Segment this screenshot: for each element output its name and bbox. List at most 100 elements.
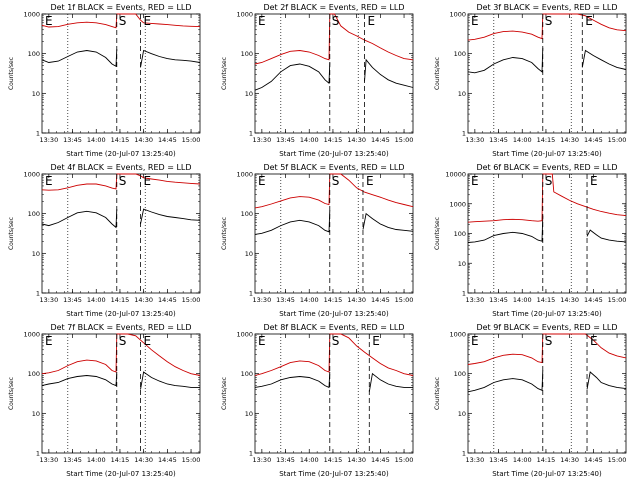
event-marker-label: S [119,334,127,348]
x-tick-label: 14:15 [324,456,343,464]
detector-panel: Det 3f BLACK = Events, RED = LLD Counts/s… [426,0,639,160]
events-series-line [41,49,201,68]
y-tick-label: 1000 [449,200,466,208]
x-tick-label: 14:45 [584,456,603,464]
y-tick-label: 10 [245,250,253,258]
y-tick-label: 10 [458,410,466,418]
x-tick-label: 14:15 [111,136,130,144]
chart-title: Det 6f BLACK = Events, RED = LLD [476,163,617,172]
x-tick-label: 14:30 [134,296,153,304]
x-tick-label: 14:30 [560,296,579,304]
y-tick-label: 100 [28,210,40,218]
y-tick-label: 1 [249,450,253,458]
y-axis-label: Counts/sec [221,57,228,90]
event-marker-label: E [45,174,53,188]
y-tick-label: 100 [28,50,40,58]
x-tick-label: 13:30 [252,456,271,464]
detector-panel: Det 7f BLACK = Events, RED = LLD Counts/s… [0,320,213,480]
x-tick-label: 13:45 [63,296,82,304]
x-tick-label: 15:00 [182,296,201,304]
detector-panel: Det 6f BLACK = Events, RED = LLD Counts/s… [426,160,639,320]
y-tick-label: 1000 [449,11,466,19]
x-tick-label: 13:45 [489,456,508,464]
x-tick-label: 15:00 [182,456,201,464]
y-tick-label: 1000 [23,171,40,179]
y-tick-label: 1 [36,130,40,138]
lld-series-line [467,13,627,41]
event-marker-label: E [258,174,266,188]
y-tick-label: 1 [249,290,253,298]
lightcurve-plot: Det 5f BLACK = Events, RED = LLD Counts/s… [221,163,414,318]
lightcurve-plot: Det 8f BLACK = Events, RED = LLD Counts/s… [221,323,414,478]
x-tick-label: 14:45 [584,136,603,144]
x-tick-label: 14:00 [513,296,532,304]
y-tick-label: 1000 [449,331,466,339]
x-tick-label: 14:00 [87,456,106,464]
y-tick-label: 1000 [236,331,253,339]
y-tick-label: 1 [36,450,40,458]
y-axis-label: Counts/sec [221,377,228,410]
x-tick-label: 14:15 [537,456,556,464]
lld-series-line [41,13,201,29]
x-tick-label: 14:00 [87,296,106,304]
event-marker-label: E [471,334,479,348]
y-axis-label: Counts/sec [221,217,228,250]
event-marker-label: S [119,174,127,188]
x-tick-label: 15:00 [608,136,627,144]
lld-series-line [41,333,201,376]
event-marker-label: E [258,14,266,28]
event-marker-label: E [143,14,151,28]
y-tick-label: 1 [36,290,40,298]
x-axis-label: Start Time (20-Jul-07 13:25:40) [66,310,176,318]
x-tick-label: 13:45 [489,136,508,144]
y-tick-label: 1000 [23,11,40,19]
event-marker-label: E [372,334,380,348]
event-marker-label: S [332,14,340,28]
x-tick-label: 15:00 [608,296,627,304]
x-tick-label: 13:30 [465,456,484,464]
plot-frame [254,173,414,294]
y-tick-label: 10 [32,90,40,98]
x-tick-label: 14:45 [584,296,603,304]
y-tick-label: 1000 [236,11,253,19]
events-series-line [41,208,201,229]
x-tick-label: 13:45 [276,296,295,304]
y-axis-label: Counts/sec [8,377,15,410]
detector-panel: Det 8f BLACK = Events, RED = LLD Counts/s… [213,320,426,480]
x-tick-label: 14:00 [513,456,532,464]
x-tick-label: 14:15 [537,136,556,144]
events-series-line [254,210,414,235]
detector-panel: Det 2f BLACK = Events, RED = LLD Counts/s… [213,0,426,160]
detector-panel: Det 9f BLACK = Events, RED = LLD Counts/s… [426,320,639,480]
event-marker-label: E [368,14,376,28]
x-tick-label: 13:30 [39,456,58,464]
x-axis-label: Start Time (20-Jul-07 13:25:40) [279,310,389,318]
x-tick-label: 14:00 [87,136,106,144]
x-axis-label: Start Time (20-Jul-07 13:25:40) [66,150,176,158]
event-marker-label: E [471,14,479,28]
event-marker-label: E [585,14,593,28]
plot-frame [467,173,627,294]
event-marker-label: E [471,174,479,188]
x-axis-label: Start Time (20-Jul-07 13:25:40) [279,470,389,478]
x-tick-label: 15:00 [608,456,627,464]
x-tick-label: 14:00 [513,136,532,144]
x-tick-label: 14:15 [111,456,130,464]
x-tick-label: 13:30 [39,136,58,144]
x-tick-label: 13:45 [276,136,295,144]
x-tick-label: 13:30 [39,296,58,304]
x-tick-label: 13:30 [252,136,271,144]
event-marker-label: E [258,334,266,348]
y-tick-label: 100 [454,230,466,238]
x-axis-label: Start Time (20-Jul-07 13:25:40) [279,150,389,158]
event-marker-label: S [545,334,553,348]
lld-series-line [254,173,414,209]
x-tick-label: 13:45 [276,456,295,464]
lld-series-line [254,333,414,376]
lightcurve-plot: Det 1f BLACK = Events, RED = LLD Counts/s… [8,3,201,158]
lightcurve-plot: Det 7f BLACK = Events, RED = LLD Counts/s… [8,323,201,478]
events-series-line [254,371,413,392]
x-axis-label: Start Time (20-Jul-07 13:25:40) [492,310,602,318]
events-series-line [467,215,627,243]
events-series-line [467,47,627,74]
